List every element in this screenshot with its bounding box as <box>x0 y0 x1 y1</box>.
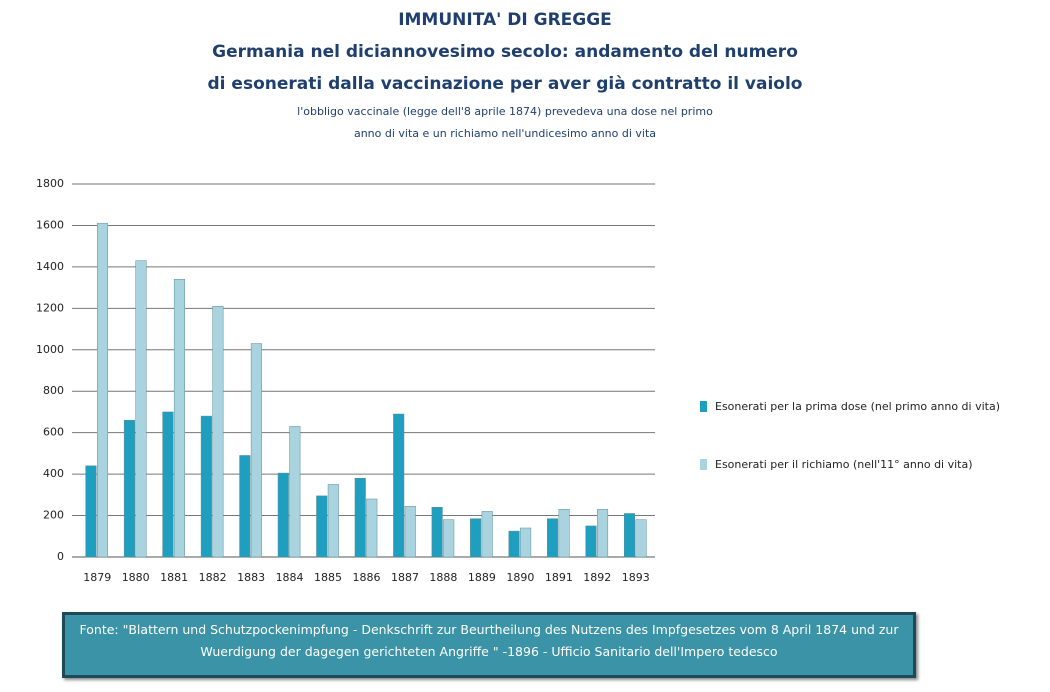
bar <box>277 472 289 558</box>
bar <box>85 465 97 558</box>
bar <box>212 306 224 558</box>
chart-subtitle: di esonerati dalla vaccinazione per aver… <box>208 74 803 94</box>
y-tick-label: 200 <box>43 509 64 522</box>
x-tick-label: 1883 <box>237 571 265 584</box>
chart-title: IMMUNITA' DI GREGGE <box>398 10 612 30</box>
legend-swatch <box>700 401 707 412</box>
y-tick-label: 600 <box>43 426 64 439</box>
bar <box>635 519 647 558</box>
x-tick-label: 1881 <box>160 571 188 584</box>
bar <box>96 223 109 558</box>
bar <box>327 484 339 558</box>
bar <box>481 511 493 558</box>
bar <box>431 507 443 558</box>
bar <box>470 518 482 558</box>
bar <box>200 415 212 558</box>
legend-label: Esonerati per la prima dose (nel primo a… <box>715 400 1001 413</box>
bar <box>547 518 559 558</box>
chart-note: l'obbligo vaccinale (legge dell'8 aprile… <box>297 105 713 118</box>
bar <box>585 525 597 558</box>
x-tick-label: 1882 <box>199 571 227 584</box>
legend-item: Esonerati per il richiamo (nell'11° anno… <box>700 456 1030 474</box>
y-tick-label: 800 <box>43 384 64 397</box>
bar <box>508 530 520 558</box>
bar <box>623 513 636 558</box>
chart-note: anno di vita e un richiamo nell'undicesi… <box>354 127 656 140</box>
y-tick-label: 1800 <box>36 177 64 190</box>
y-tick-label: 1400 <box>36 260 64 273</box>
x-tick-label: 1892 <box>583 571 611 584</box>
y-tick-label: 1000 <box>36 343 64 356</box>
legend-item: Esonerati per la prima dose (nel primo a… <box>700 398 1030 416</box>
x-tick-label: 1885 <box>314 571 342 584</box>
bar <box>123 419 135 558</box>
source-box: Fonte: "Blattern und Schutzpockenimpfung… <box>62 612 916 678</box>
bar <box>173 279 185 558</box>
legend-label: Esonerati per il richiamo (nell'11° anno… <box>715 458 973 471</box>
bar <box>366 498 378 558</box>
legend-swatch <box>700 459 707 470</box>
x-tick-label: 1887 <box>391 571 419 584</box>
x-tick-label: 1879 <box>83 571 111 584</box>
bar <box>558 509 570 558</box>
bar <box>443 519 455 558</box>
x-tick-label: 1890 <box>506 571 534 584</box>
bar <box>520 527 532 558</box>
chart-subtitle: Germania nel diciannovesimo secolo: anda… <box>212 42 798 62</box>
x-tick-label: 1884 <box>276 571 304 584</box>
bar <box>289 426 301 558</box>
bar <box>597 509 609 558</box>
bar <box>316 495 328 558</box>
bar <box>393 413 405 558</box>
x-tick-label: 1880 <box>122 571 150 584</box>
x-tick-label: 1891 <box>545 571 573 584</box>
x-tick-label: 1888 <box>429 571 457 584</box>
bar <box>135 260 147 558</box>
y-tick-label: 400 <box>43 467 64 480</box>
bar <box>239 455 251 558</box>
bar <box>250 343 262 558</box>
x-tick-label: 1889 <box>468 571 496 584</box>
y-tick-label: 1200 <box>36 301 64 314</box>
x-tick-label: 1886 <box>353 571 381 584</box>
y-tick-label: 1600 <box>36 218 64 231</box>
y-tick-label: 0 <box>57 550 64 563</box>
bar <box>162 411 174 558</box>
bar <box>404 505 416 558</box>
x-tick-label: 1893 <box>622 571 650 584</box>
bar <box>354 478 366 558</box>
